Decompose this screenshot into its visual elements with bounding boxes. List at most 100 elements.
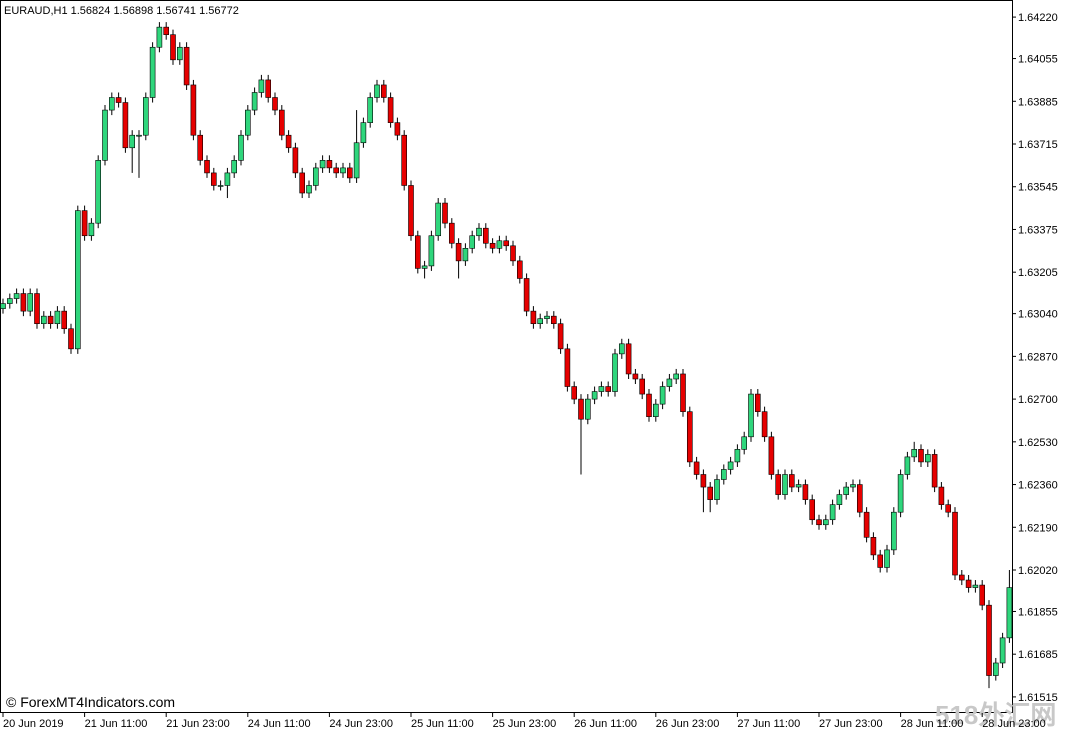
candle-body [584,398,591,420]
candle-body [680,373,686,412]
candle-body [843,486,850,495]
candle-body [550,315,557,325]
candle-body [285,134,292,149]
candle-body [115,97,122,103]
y-tick-label: 1.62700 [1018,394,1058,406]
y-tick-label: 1.62190 [1018,522,1058,534]
candle-body [34,293,40,325]
candle-body [211,172,217,186]
candle-body [367,97,374,123]
candle-body [986,604,992,676]
x-tick-label: 27 Jun 23:00 [819,718,883,730]
candle-body [673,373,680,380]
candle-body [346,167,353,179]
y-tick-label: 1.61855 [1018,606,1058,618]
candle-body [217,185,224,187]
candle-body [652,403,659,417]
candle-body [578,398,584,420]
candle-body [299,172,306,194]
candle-body [775,474,782,495]
y-tick-label: 1.61685 [1018,649,1058,661]
candle-body [822,519,829,526]
candle-body [251,92,258,111]
candle-body [102,109,108,161]
x-tick-label: 27 Jun 11:00 [737,718,800,730]
candle-body [659,386,666,405]
candle-body [754,393,761,412]
candle-body [265,79,272,98]
chart-title: EURAUD,H1 1.56824 1.56898 1.56741 1.5677… [4,5,239,17]
candle-body [462,248,469,262]
candle-body [1006,587,1013,639]
candle-body [272,97,278,111]
x-tick-label: 25 Jun 23:00 [493,718,557,730]
candle-body [924,454,931,463]
candle-body [707,486,714,500]
candle-body [374,84,380,98]
candle-body [979,584,986,606]
candle-body [795,484,802,488]
candle-body [326,160,333,169]
y-tick-label: 1.63885 [1018,96,1058,108]
candle-body [428,235,435,267]
candle-body [686,411,693,463]
candle-body [768,436,775,475]
candle-body [278,109,285,136]
candle-body [353,142,360,179]
y-tick-label: 1.63715 [1018,139,1058,151]
y-tick-label: 1.62530 [1018,437,1058,449]
candle-body [870,537,877,556]
candle-body [312,167,319,186]
candle-body [156,26,163,48]
candle-body [292,147,299,174]
candle-body [68,328,74,350]
x-tick-label: 24 Jun 23:00 [329,718,393,730]
candle-body [693,461,700,475]
candle-body [571,386,578,400]
candle-body [639,378,646,395]
candle-body [605,386,612,392]
candle-body [741,436,748,450]
candle-body [469,235,476,249]
candle-body [965,579,972,588]
candle-body [788,474,795,488]
x-tick-label: 28 Jun 11:00 [901,718,964,730]
candle-body [177,46,183,61]
candle-body [387,97,394,123]
candle-body [47,315,54,325]
candle-body [170,34,176,61]
candle-body [890,511,897,551]
candle-body [40,315,47,325]
candle-body [625,343,632,375]
candle-body [931,454,938,488]
y-tick-label: 1.62870 [1018,351,1058,363]
x-tick-label: 21 Jun 11:00 [85,718,148,730]
candle-body [714,479,720,500]
candle-body [877,554,884,568]
candle-body [13,293,20,299]
candle-body [149,46,156,98]
candle-body [129,134,135,149]
x-tick-label: 21 Jun 23:00 [166,718,230,730]
candle-body [197,134,203,161]
candle-body [482,227,489,244]
candle-body [938,486,945,505]
candle-body [20,293,27,312]
candle-body [666,378,673,387]
candle-body [61,310,68,330]
candle-body [856,484,863,513]
candle-body [816,519,822,526]
candle-body [231,160,237,174]
candle-body [646,393,652,417]
candle-body [183,46,190,86]
candle-body [306,185,312,194]
candle-body [7,298,13,304]
candle-body [958,574,965,581]
candle-body [836,494,843,505]
x-tick-label: 26 Jun 23:00 [656,718,720,730]
candle-body [748,393,754,438]
candle-body [136,134,142,137]
candle-body [95,160,101,224]
